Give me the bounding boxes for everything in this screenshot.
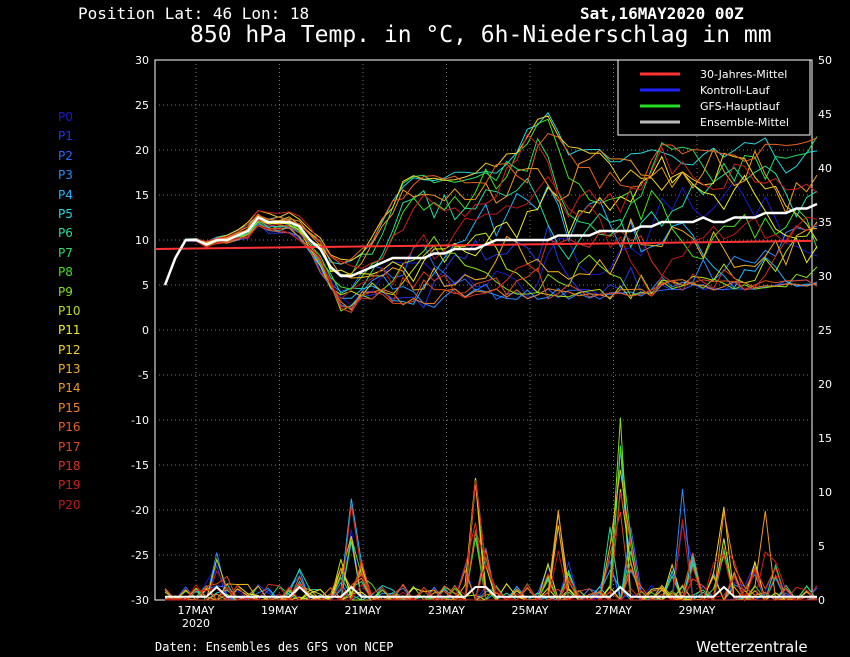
member-label-p3: P3	[58, 168, 73, 183]
member-temp-line-p20	[164, 175, 818, 300]
member-precip-line-p12	[165, 477, 817, 602]
member-label-p18: P18	[58, 459, 81, 474]
member-label-p7: P7	[58, 245, 73, 260]
member-label-p13: P13	[58, 362, 81, 377]
y-left-tick-label: -15	[131, 459, 149, 472]
ensemble-mean-temp-line	[163, 202, 818, 286]
ensemble-mean-precip-line	[165, 585, 817, 598]
y-left-tick-label: 10	[135, 234, 149, 247]
member-temp-line-p15	[164, 224, 818, 311]
y-left-tick-label: 25	[135, 99, 149, 112]
member-temp-line-p6	[164, 165, 818, 294]
member-temp-line-p11	[164, 155, 818, 286]
y-left-tick-label: 5	[142, 279, 149, 292]
member-label-p5: P5	[58, 206, 73, 221]
y-left-tick-label: -20	[131, 504, 149, 517]
x-year-label: 2020	[182, 617, 210, 630]
member-label-p15: P15	[58, 400, 81, 415]
member-temp-line-p19	[164, 133, 818, 286]
y-left-tick-label: -30	[131, 594, 149, 607]
x-tick-label: 27MAY	[595, 604, 632, 617]
x-tick-label: 19MAY	[261, 604, 298, 617]
member-label-p6: P6	[58, 226, 73, 241]
member-label-p0: P0	[58, 110, 73, 124]
member-temp-line-p12	[164, 115, 818, 286]
y-right-tick-label: 50	[818, 54, 832, 67]
member-label-p19: P19	[58, 478, 81, 493]
member-temp-line-p17	[164, 225, 818, 314]
x-tick-label: 29MAY	[679, 604, 716, 617]
y-right-tick-label: 30	[818, 270, 832, 283]
data-source-label: Daten: Ensembles des GFS von NCEP	[155, 640, 394, 654]
x-tick-label: 21MAY	[345, 604, 382, 617]
y-right-tick-label: 10	[818, 486, 832, 499]
y-left-tick-label: -5	[138, 369, 149, 382]
member-label-p2: P2	[58, 148, 73, 163]
member-temp-line-p5	[164, 111, 818, 286]
y-left-tick-label: 30	[135, 54, 149, 67]
y-left-tick-label: 0	[142, 324, 149, 337]
member-label-p14: P14	[58, 381, 81, 396]
member-precip-line-p20	[164, 519, 817, 602]
x-tick-label: 23MAY	[428, 604, 465, 617]
member-temp-line-p1	[164, 222, 818, 309]
member-label-p16: P16	[58, 420, 81, 435]
member-precip-line-p18	[164, 504, 818, 602]
member-label-p10: P10	[58, 303, 81, 318]
member-temp-line-p18	[164, 219, 818, 309]
brand-label: Wetterzentrale	[696, 638, 808, 656]
member-temp-line-p13	[164, 214, 818, 291]
member-label-p9: P9	[58, 284, 73, 299]
member-label-p1: P1	[58, 129, 73, 144]
y-left-tick-label: -10	[131, 414, 149, 427]
y-right-tick-label: 45	[818, 108, 832, 121]
x-tick-label: 17MAY	[178, 604, 215, 617]
chart-title: 850 hPa Temp. in °C, 6h-Niederschlag in …	[190, 22, 772, 48]
member-temp-line-p4	[164, 183, 818, 305]
y-right-tick-label: 15	[818, 432, 832, 445]
member-temp-line-p8	[164, 118, 818, 290]
member-temp-line-p7	[164, 136, 818, 286]
position-label: Position Lat: 46 Lon: 18	[78, 4, 310, 23]
legend-label: GFS-Hauptlauf	[700, 100, 781, 113]
legend-label: Ensemble-Mittel	[700, 116, 789, 129]
legend-label: Kontroll-Lauf	[700, 84, 771, 97]
y-right-tick-label: 25	[818, 324, 832, 337]
y-left-tick-label: 20	[135, 144, 149, 157]
member-label-p12: P12	[58, 342, 81, 357]
x-tick-label: 25MAY	[512, 604, 549, 617]
ensemble-member-list: P0 P1 P2 P3 P4 P5 P6 P7 P8 P9 P10 P11 P12 P13 P14 P15 P1…	[58, 108, 81, 515]
legend-label: 30-Jahres-Mittel	[700, 68, 787, 81]
member-label-p17: P17	[58, 439, 81, 454]
member-temp-line-p3	[164, 224, 818, 310]
member-temp-line-p16	[164, 133, 818, 286]
y-right-tick-label: 40	[818, 162, 832, 175]
y-right-tick-label: 0	[818, 594, 825, 607]
y-right-tick-label: 35	[818, 216, 832, 229]
member-label-p20: P20	[58, 497, 81, 512]
member-label-p8: P8	[58, 265, 73, 280]
y-right-tick-label: 5	[818, 540, 825, 553]
member-label-p4: P4	[58, 187, 73, 202]
y-left-tick-label: -25	[131, 549, 149, 562]
y-right-tick-label: 20	[818, 378, 832, 391]
member-label-p11: P11	[58, 323, 81, 338]
y-left-tick-label: 15	[135, 189, 149, 202]
run-date: Sat,16MAY2020 00Z	[580, 4, 744, 23]
